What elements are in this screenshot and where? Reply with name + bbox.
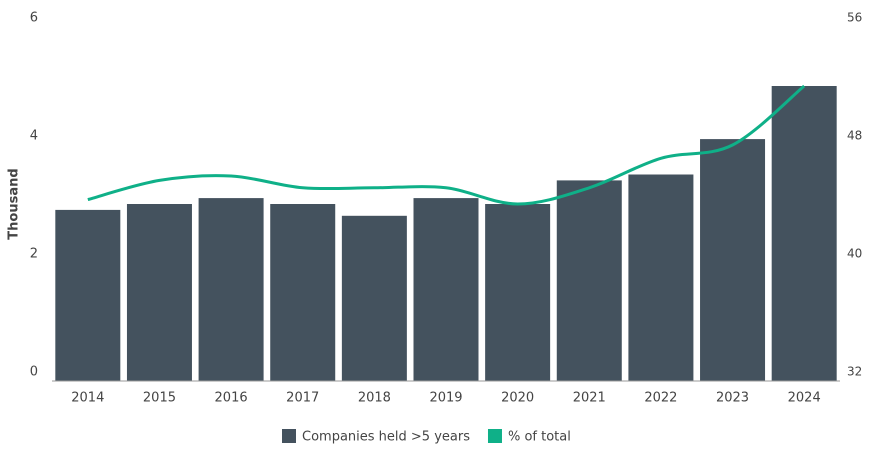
legend-swatch xyxy=(282,429,296,443)
legend-swatch xyxy=(487,429,502,443)
x-tick-label: 2019 xyxy=(429,391,462,406)
x-tick-label: 2022 xyxy=(644,391,677,406)
x-tick-label: 2018 xyxy=(358,391,391,406)
y2-tick-label: 40 xyxy=(847,247,862,261)
bar xyxy=(198,198,264,381)
y-tick-label: 2 xyxy=(30,247,38,262)
x-tick-label: 2015 xyxy=(143,391,176,406)
bar xyxy=(485,204,551,381)
x-tick-label: 2021 xyxy=(573,391,606,406)
bar xyxy=(55,209,121,381)
line xyxy=(87,84,806,206)
bar xyxy=(628,174,694,381)
y2-tick-label: 48 xyxy=(847,129,862,143)
bar xyxy=(341,215,407,381)
bar xyxy=(771,86,837,381)
legend-label: % of total xyxy=(508,430,571,445)
bar xyxy=(413,198,479,381)
bar xyxy=(126,204,192,381)
bar xyxy=(270,204,336,381)
x-tick-label: 2014 xyxy=(71,391,104,406)
legend-label: Companies held >5 years xyxy=(302,430,470,445)
y-tick-label: 0 xyxy=(30,365,38,380)
x-tick-label: 2017 xyxy=(286,391,319,406)
x-tick-label: 2023 xyxy=(716,391,749,406)
x-tick-label: 2024 xyxy=(788,391,821,406)
y-axis-title: Thousand xyxy=(7,168,22,239)
y-tick-label: 6 xyxy=(30,11,38,26)
bar xyxy=(556,180,622,381)
y2-tick-label: 32 xyxy=(847,365,862,379)
y-tick-label: 4 xyxy=(30,129,38,144)
y2-tick-label: 56 xyxy=(847,11,862,25)
x-tick-label: 2016 xyxy=(215,391,248,406)
x-tick-label: 2020 xyxy=(501,391,534,406)
bar xyxy=(700,139,766,381)
